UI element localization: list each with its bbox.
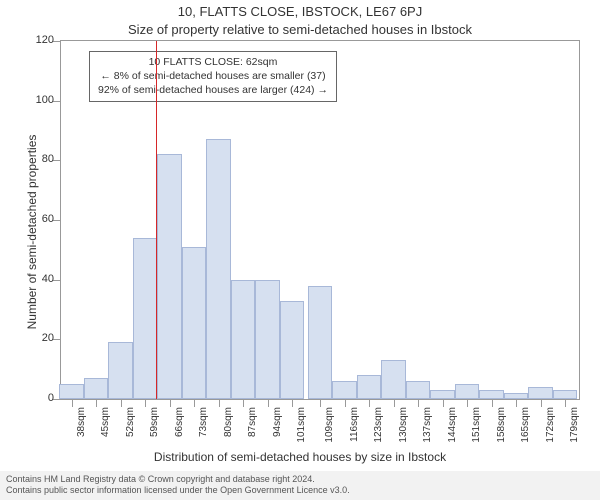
y-tick-label: 40 bbox=[24, 273, 54, 285]
histogram-bar bbox=[280, 301, 305, 399]
x-tick bbox=[418, 399, 419, 407]
x-tick-label: 158sqm bbox=[496, 407, 507, 447]
chart-container: 10, FLATTS CLOSE, IBSTOCK, LE67 6PJ Size… bbox=[0, 0, 600, 500]
x-tick-label: 116sqm bbox=[349, 407, 360, 447]
y-tick bbox=[53, 339, 61, 340]
histogram-bar bbox=[553, 390, 578, 399]
x-tick-label: 38sqm bbox=[76, 407, 87, 447]
x-tick bbox=[243, 399, 244, 407]
histogram-bar bbox=[430, 390, 455, 399]
plot-area: 10 FLATTS CLOSE: 62sqm ← 8% of semi-deta… bbox=[60, 40, 580, 400]
annotation-line-2: ← 8% of semi-detached houses are smaller… bbox=[98, 69, 328, 83]
x-tick-label: 172sqm bbox=[545, 407, 556, 447]
y-tick bbox=[53, 101, 61, 102]
x-tick-label: 45sqm bbox=[100, 407, 111, 447]
x-tick bbox=[516, 399, 517, 407]
footer: Contains HM Land Registry data © Crown c… bbox=[0, 471, 600, 500]
x-tick-label: 101sqm bbox=[296, 407, 307, 447]
x-tick-label: 179sqm bbox=[569, 407, 580, 447]
y-tick-label: 80 bbox=[24, 153, 54, 165]
x-tick-label: 137sqm bbox=[422, 407, 433, 447]
x-tick bbox=[369, 399, 370, 407]
histogram-bar bbox=[231, 280, 256, 399]
x-tick bbox=[145, 399, 146, 407]
x-tick bbox=[492, 399, 493, 407]
x-tick bbox=[292, 399, 293, 407]
x-tick-label: 66sqm bbox=[174, 407, 185, 447]
annotation-box: 10 FLATTS CLOSE: 62sqm ← 8% of semi-deta… bbox=[89, 51, 337, 102]
y-tick-label: 120 bbox=[24, 34, 54, 46]
histogram-bar bbox=[528, 387, 553, 399]
x-tick-label: 94sqm bbox=[272, 407, 283, 447]
histogram-bar bbox=[479, 390, 504, 399]
y-tick bbox=[53, 220, 61, 221]
y-tick bbox=[53, 160, 61, 161]
annotation-line-1: 10 FLATTS CLOSE: 62sqm bbox=[98, 55, 328, 69]
y-tick-label: 100 bbox=[24, 94, 54, 106]
y-tick-label: 60 bbox=[24, 213, 54, 225]
x-tick-label: 151sqm bbox=[471, 407, 482, 447]
histogram-bar bbox=[406, 381, 431, 399]
x-tick bbox=[96, 399, 97, 407]
y-tick bbox=[53, 41, 61, 42]
x-tick bbox=[170, 399, 171, 407]
x-tick bbox=[394, 399, 395, 407]
histogram-bar bbox=[357, 375, 382, 399]
x-tick bbox=[268, 399, 269, 407]
histogram-bar bbox=[206, 139, 231, 399]
chart-supertitle: 10, FLATTS CLOSE, IBSTOCK, LE67 6PJ bbox=[0, 4, 600, 19]
x-tick bbox=[467, 399, 468, 407]
x-tick-label: 165sqm bbox=[520, 407, 531, 447]
x-tick bbox=[565, 399, 566, 407]
x-tick bbox=[121, 399, 122, 407]
histogram-bar bbox=[455, 384, 480, 399]
y-tick-label: 0 bbox=[24, 392, 54, 404]
x-tick bbox=[72, 399, 73, 407]
x-tick bbox=[194, 399, 195, 407]
x-tick-label: 80sqm bbox=[223, 407, 234, 447]
x-tick-label: 130sqm bbox=[398, 407, 409, 447]
reference-line bbox=[156, 41, 157, 399]
x-tick-label: 144sqm bbox=[447, 407, 458, 447]
y-tick bbox=[53, 280, 61, 281]
histogram-bar bbox=[59, 384, 84, 399]
x-tick-label: 59sqm bbox=[149, 407, 160, 447]
histogram-bar bbox=[182, 247, 207, 399]
histogram-bar bbox=[255, 280, 280, 399]
y-tick bbox=[53, 399, 61, 400]
histogram-bar bbox=[157, 154, 182, 399]
x-tick-label: 73sqm bbox=[198, 407, 209, 447]
x-tick-label: 52sqm bbox=[125, 407, 136, 447]
x-tick-label: 109sqm bbox=[324, 407, 335, 447]
histogram-bar bbox=[108, 342, 133, 399]
footer-line-1: Contains HM Land Registry data © Crown c… bbox=[6, 474, 594, 486]
footer-line-2: Contains public sector information licen… bbox=[6, 485, 594, 497]
y-tick-label: 20 bbox=[24, 332, 54, 344]
histogram-bar bbox=[332, 381, 357, 399]
x-tick bbox=[345, 399, 346, 407]
histogram-bar bbox=[133, 238, 158, 399]
x-tick-label: 123sqm bbox=[373, 407, 384, 447]
histogram-bar bbox=[84, 378, 109, 399]
chart-title: Size of property relative to semi-detach… bbox=[0, 22, 600, 37]
x-tick bbox=[320, 399, 321, 407]
x-tick bbox=[219, 399, 220, 407]
x-tick bbox=[443, 399, 444, 407]
x-axis-label: Distribution of semi-detached houses by … bbox=[0, 450, 600, 464]
x-tick-label: 87sqm bbox=[247, 407, 258, 447]
x-tick bbox=[541, 399, 542, 407]
histogram-bar bbox=[381, 360, 406, 399]
annotation-line-3: 92% of semi-detached houses are larger (… bbox=[98, 83, 328, 97]
histogram-bar bbox=[308, 286, 333, 399]
